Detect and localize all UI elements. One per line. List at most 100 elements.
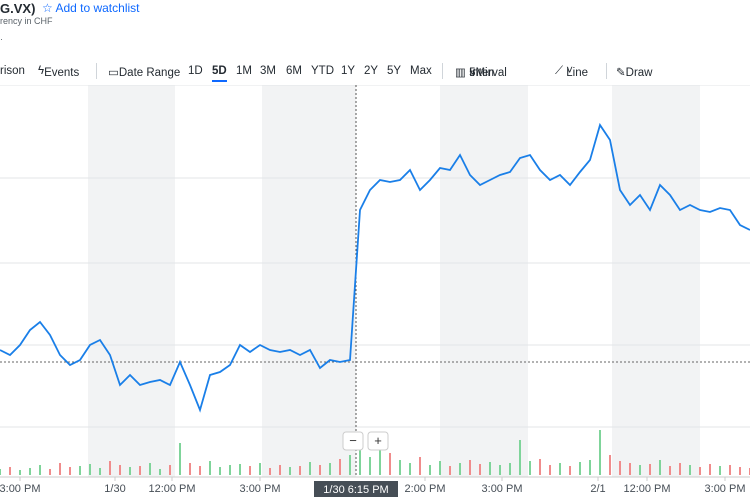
volume-bar bbox=[529, 461, 531, 475]
volume-bar bbox=[679, 463, 681, 475]
volume-bar bbox=[129, 467, 131, 475]
volume-bar bbox=[369, 457, 371, 475]
x-tick-label: 3:00 PM bbox=[0, 483, 40, 495]
separator bbox=[442, 63, 443, 79]
volume-bar bbox=[459, 463, 461, 475]
draw[interactable]: ✎ Draw bbox=[616, 67, 653, 79]
toolbar: rison ϟ Events ▭ Date Range ▥ Interval 5… bbox=[0, 63, 750, 82]
volume-bar bbox=[229, 465, 231, 475]
range-button[interactable]: 1D bbox=[188, 65, 203, 77]
session-band bbox=[262, 85, 356, 477]
events[interactable]: ϟ Events bbox=[38, 65, 80, 79]
grid bbox=[0, 85, 750, 428]
volume-bar bbox=[569, 466, 571, 475]
range-button[interactable]: YTD bbox=[311, 65, 334, 77]
volume-bar bbox=[419, 457, 421, 475]
zoom-button[interactable] bbox=[367, 431, 389, 451]
x-tick-label: 2:00 PM bbox=[405, 483, 446, 495]
chart-type[interactable]: ⟋ Line ˅ bbox=[555, 65, 588, 79]
crosshair-tooltip bbox=[314, 481, 398, 497]
zoom-button[interactable] bbox=[342, 431, 364, 451]
volume-bar bbox=[599, 430, 601, 475]
comparison[interactable]: rison bbox=[0, 65, 25, 77]
volume-bar bbox=[579, 462, 581, 475]
volume-bar bbox=[269, 468, 271, 475]
range-button[interactable]: 6M bbox=[286, 65, 302, 77]
volume-bar bbox=[319, 465, 321, 475]
range-button[interactable]: 1M bbox=[236, 65, 252, 77]
volume-bar bbox=[629, 463, 631, 475]
volume-bar bbox=[709, 464, 711, 475]
x-tick-label: 12:00 PM bbox=[148, 483, 195, 495]
volume-bar bbox=[209, 461, 211, 475]
volume-bar bbox=[729, 465, 731, 475]
volume-bar bbox=[309, 462, 311, 475]
x-tick-label: 12:00 PM bbox=[623, 483, 670, 495]
volume-bar bbox=[519, 440, 521, 475]
interval-label: Interval bbox=[469, 67, 507, 79]
chart: − +3:00 PM 1/30 12:00 PM 3:00 PM 2:00 PM 3:00 … bbox=[0, 85, 750, 497]
session-band bbox=[612, 85, 700, 477]
volume-bar bbox=[589, 460, 591, 475]
range-button[interactable]: 5Y bbox=[387, 65, 402, 77]
events-label: Events bbox=[44, 67, 80, 79]
volume-bar bbox=[79, 466, 81, 475]
volume-bar bbox=[179, 443, 181, 475]
separator bbox=[606, 63, 607, 79]
volume-bar bbox=[449, 466, 451, 475]
date-range[interactable]: ▭ Date Range bbox=[108, 67, 181, 79]
volume-bar bbox=[549, 465, 551, 475]
x-tick-label: 2/1 bbox=[590, 483, 605, 495]
range-button[interactable]: 3M bbox=[260, 65, 276, 77]
volume-bar bbox=[99, 468, 101, 475]
range-button[interactable]: 2Y bbox=[364, 65, 379, 77]
volume-bar bbox=[299, 466, 301, 475]
volume-bar bbox=[489, 462, 491, 475]
volume-bar bbox=[379, 435, 381, 475]
zoom-label: − bbox=[349, 433, 357, 448]
volume-bar bbox=[19, 470, 21, 475]
range-button[interactable]: 5D bbox=[212, 65, 227, 82]
volume-bar bbox=[559, 463, 561, 475]
volume-bar bbox=[69, 467, 71, 475]
volume-bar bbox=[619, 461, 621, 475]
watchlist-label: Add to watchlist bbox=[55, 1, 140, 15]
volume-bar bbox=[659, 460, 661, 475]
currency-note: rency in CHF bbox=[0, 16, 53, 26]
volume-bar bbox=[499, 465, 501, 475]
volume-bar bbox=[349, 455, 351, 475]
volume-bar bbox=[409, 463, 411, 475]
volume-bar bbox=[59, 463, 61, 475]
volume-bar bbox=[509, 463, 511, 475]
volume-bar bbox=[49, 469, 51, 475]
volume-bar bbox=[259, 463, 261, 475]
interval[interactable]: ▥ Interval 5Min ˅ bbox=[455, 67, 507, 79]
volume-bar bbox=[439, 461, 441, 475]
volume-bar bbox=[9, 467, 11, 475]
symbol: G.VX) bbox=[0, 1, 36, 16]
interval-value: 5Min bbox=[469, 67, 494, 79]
volume-bar bbox=[139, 466, 141, 475]
volume-bar bbox=[289, 467, 291, 475]
volume-bar bbox=[699, 467, 701, 475]
x-tick-label: 3:00 PM bbox=[705, 483, 746, 495]
volume-bar bbox=[239, 464, 241, 475]
range-button[interactable]: Max bbox=[410, 65, 432, 77]
volume-bar bbox=[339, 459, 341, 475]
x-tick-label: 3:00 PM bbox=[240, 483, 281, 495]
range-button[interactable]: 1Y bbox=[341, 65, 356, 77]
zoom-label: + bbox=[374, 433, 382, 448]
volume-bar bbox=[119, 465, 121, 475]
volume-bar bbox=[389, 453, 391, 475]
volume-bar bbox=[279, 465, 281, 475]
chart-type-label: Line bbox=[566, 67, 588, 79]
watchlist-button[interactable]: ☆ Add to watchlist bbox=[42, 1, 140, 15]
volume-bar bbox=[199, 466, 201, 475]
volume-bar bbox=[0, 469, 1, 475]
volume-bar bbox=[469, 460, 471, 475]
volume-bar bbox=[219, 467, 221, 475]
date-range-label: Date Range bbox=[118, 67, 181, 79]
session-band bbox=[88, 85, 175, 477]
volume-bar bbox=[639, 465, 641, 475]
